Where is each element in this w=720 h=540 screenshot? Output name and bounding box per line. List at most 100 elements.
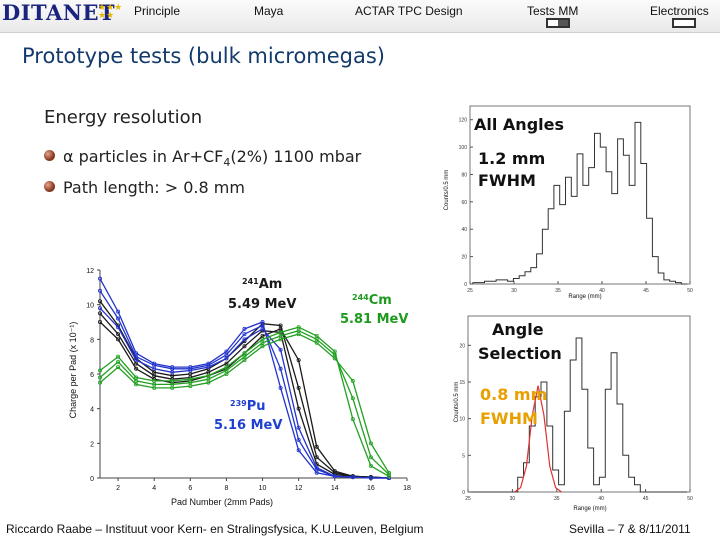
hist1-x-tick-label: 50: [687, 288, 693, 294]
pu-energy: 5.16 MeV: [214, 418, 282, 433]
pad-series-point: [116, 309, 121, 314]
hist2-x-tick-label: 25: [465, 496, 471, 502]
hist2-x-tick-label: 40: [598, 496, 604, 502]
hist2-x-tick-label: 35: [554, 496, 560, 502]
pad-series-point: [296, 385, 301, 390]
cm-annotation: 244Cm: [352, 293, 392, 309]
hist1-background: [440, 100, 700, 300]
hist1-y-tick-label: 60: [461, 200, 467, 206]
pad-y-tick-label: 12: [86, 268, 94, 275]
pad-chart-ticks: 2 4 6 8 10 12 14 16 18 0 2 4 6 8 10 12: [86, 268, 411, 492]
hist1-y-tick-label: 0: [464, 282, 467, 288]
hist2-y-tick-label: 10: [459, 417, 465, 423]
bullet-alpha-particles: α particles in Ar+CF4(2%) 1100 mbar: [44, 147, 361, 169]
footer-date: Sevilla – 7 & 8/11/2011: [569, 522, 691, 536]
am-annotation: 241Am: [242, 277, 282, 293]
pad-series-point: [170, 385, 175, 390]
hist1-annotation-fwhm: FWHM: [478, 171, 536, 190]
slide-title: Prototype tests (bulk micromegas): [22, 44, 385, 68]
pad-series-point: [278, 337, 283, 342]
pad-series-point: [386, 470, 391, 475]
hist2-histogram-line: [470, 337, 688, 493]
pad-series-point: [368, 463, 373, 468]
pad-series-point: [98, 368, 103, 373]
pad-series-point: [350, 378, 355, 383]
pad-series-point: [116, 365, 121, 370]
pad-x-tick-label: 6: [188, 485, 192, 492]
pad-series-point: [98, 375, 103, 380]
pad-series-point: [170, 370, 175, 375]
pad-series-line-green: [99, 330, 390, 475]
bullet-path-length: Path length: > 0.8 mm: [44, 178, 245, 197]
hist2-xlabel: Range (mm): [573, 506, 606, 512]
pad-series-point: [98, 320, 103, 325]
pad-y-tick-label: 4: [90, 407, 94, 414]
pad-y-tick-label: 6: [90, 372, 94, 379]
pad-chart-ylabel: Charge per Pad (x 10⁻¹): [68, 322, 78, 419]
nav-electronics[interactable]: Electronics: [650, 4, 709, 18]
cm-iso: 244: [352, 293, 369, 302]
cm-element: Cm: [369, 293, 392, 308]
hist1-y-tick-label: 20: [461, 255, 467, 261]
pad-series-point: [206, 365, 211, 370]
pad-series-point: [350, 396, 355, 401]
hist1-series: [472, 121, 688, 285]
pad-series-point: [350, 417, 355, 422]
pad-x-tick-label: 8: [224, 485, 228, 492]
hist2-annotation-selection: Selection: [478, 344, 562, 363]
pad-series-point: [260, 344, 265, 349]
pad-series-point: [224, 372, 229, 377]
pad-series-point: [296, 425, 301, 430]
nav-actar-tpc-design[interactable]: ACTAR TPC Design: [355, 4, 463, 18]
hist2-x-tick-label: 50: [687, 496, 693, 502]
pad-series-point: [116, 316, 121, 321]
bullet-1-text-end: (2%) 1100 mbar: [230, 147, 362, 166]
pad-series-line-blue: [99, 307, 389, 479]
hist1-y-tick-label: 120: [459, 118, 468, 124]
hist2-axes: 25 30 35 40 45 50 0 5 10 15 20: [459, 315, 693, 502]
pad-series-point: [98, 288, 103, 293]
pad-x-tick-label: 4: [152, 485, 156, 492]
pad-chart-xlabel: Pad Number (2mm Pads): [171, 497, 273, 507]
hist2-background: [450, 312, 700, 512]
pad-x-tick-label: 10: [259, 485, 267, 492]
bullet-icon: [44, 181, 55, 192]
hist2-frame: [467, 315, 691, 493]
pad-chart-series: [98, 276, 391, 480]
hist1-frame: [469, 105, 691, 285]
pad-series-line-black: [99, 312, 389, 479]
pad-series-line-green: [99, 326, 390, 477]
pu-iso: 239: [230, 399, 247, 408]
nav-tests-mm[interactable]: Tests MM: [527, 4, 579, 18]
hist1-y-tick-label: 40: [461, 227, 467, 233]
pad-series-point: [332, 356, 337, 361]
pad-series-point: [296, 406, 301, 411]
pad-series-point: [242, 332, 247, 337]
pad-series-point: [260, 326, 265, 331]
nav-progress-electronics[interactable]: [672, 18, 696, 28]
pad-series-point: [116, 325, 121, 330]
pad-series-point: [98, 299, 103, 304]
pad-series-point: [206, 380, 211, 385]
nav-progress-tests-mm[interactable]: [546, 18, 570, 28]
bullet-1-subscript: 4: [223, 156, 231, 170]
pad-series-point: [242, 344, 247, 349]
hist2-y-tick-label: 0: [462, 490, 465, 496]
pad-series-point: [116, 337, 121, 342]
header-bar: DITANET ★★★ ★★ Principle Maya ACTAR TPC D…: [0, 0, 720, 33]
pad-series-point: [98, 380, 103, 385]
nav-principle[interactable]: Principle: [134, 4, 181, 18]
hist2-x-tick-label: 45: [643, 496, 649, 502]
logo-stars-icon: ★★★ ★★: [98, 3, 123, 21]
bullet-2-text: Path length: > 0.8 mm: [63, 178, 245, 197]
pad-series-point: [278, 347, 283, 352]
pad-series-point: [296, 437, 301, 442]
pad-x-tick-label: 18: [403, 485, 411, 492]
pad-series-point: [98, 311, 103, 316]
hist1-x-tick-label: 25: [467, 288, 473, 294]
nav-maya[interactable]: Maya: [254, 4, 284, 18]
pad-series-point: [116, 359, 121, 364]
hist2-x-tick-label: 30: [510, 496, 516, 502]
hist1-x-tick-label: 40: [599, 288, 605, 294]
hist2-annotation-resolution: 0.8 mm: [480, 385, 547, 404]
